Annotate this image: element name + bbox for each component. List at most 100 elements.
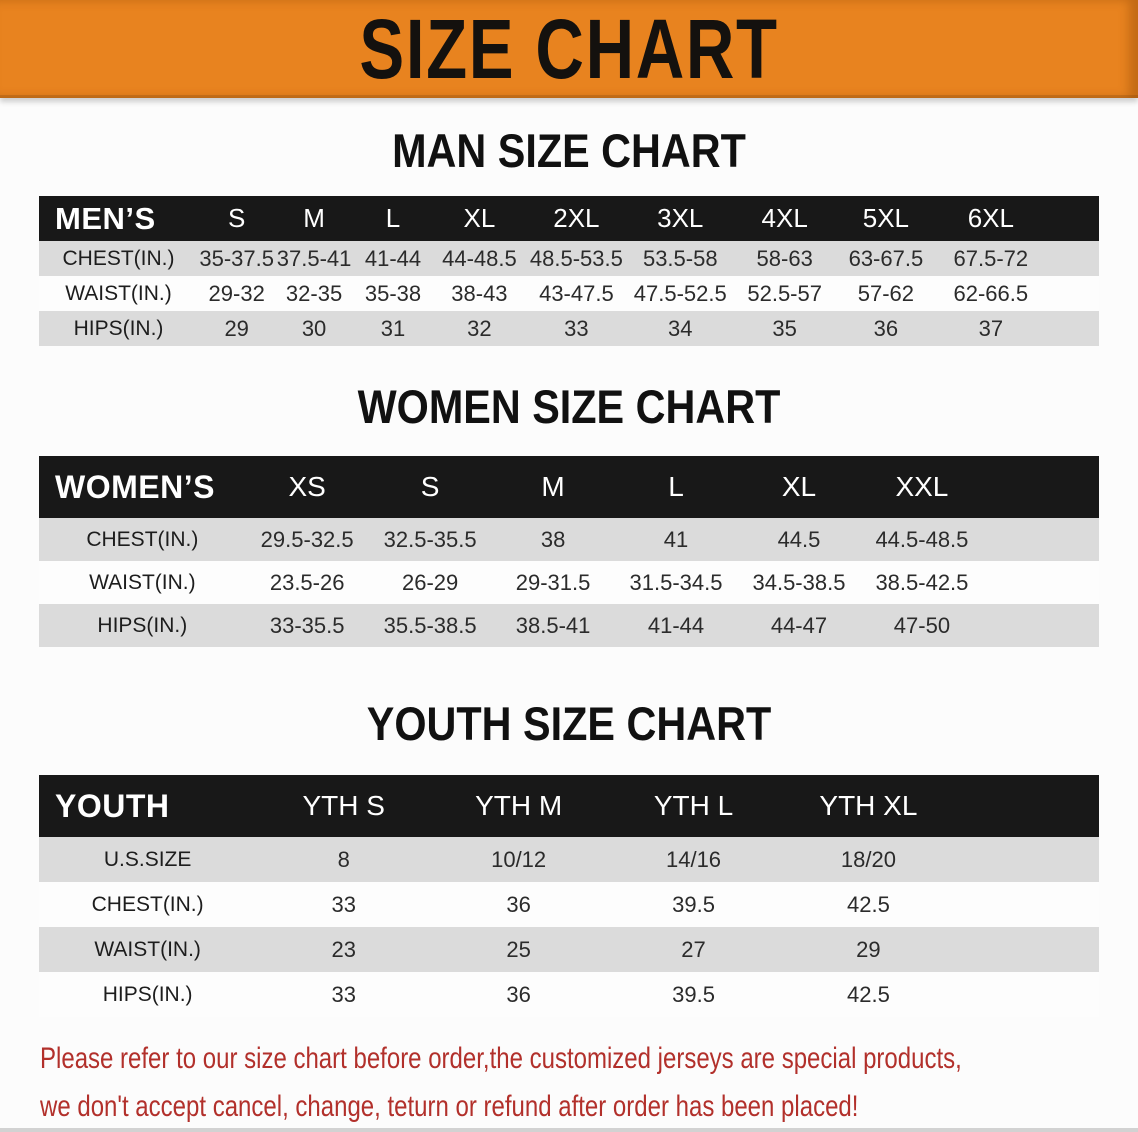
row-filler [1046, 311, 1099, 346]
men-section-heading: MAN SIZE CHART [392, 124, 746, 177]
size-value: 44.5-48.5 [875, 526, 969, 552]
size-value: 62-66.5 [953, 280, 1029, 306]
size-value: 33 [331, 981, 356, 1007]
size-value: 47-50 [893, 612, 951, 638]
size-value: 35-37.5 [199, 245, 274, 271]
size-value: 43-47.5 [539, 280, 614, 306]
size-value: 57-62 [857, 280, 915, 306]
table-row: CHEST(IN.) 29.5-32.5 32.5-35.5 38 41 44.5 44.5… [39, 518, 1099, 562]
youth-size-table: YOUTH YTH S YTH M YTH L YTH XL U.S.SIZE 8 10/12… [39, 775, 1099, 1018]
size-value: 42.5 [847, 981, 890, 1007]
header-filler [983, 456, 1099, 519]
column-header: M [275, 196, 353, 242]
size-value: 32-35 [285, 280, 343, 306]
column-header: L [614, 456, 738, 519]
table-row: HIPS(IN.) 29 30 31 32 33 34 35 36 37 [39, 311, 1099, 347]
size-value: 53.5-58 [642, 245, 718, 271]
column-header: 2XL [525, 196, 628, 242]
size-value: 23 [331, 936, 356, 962]
row-filler [956, 837, 1099, 882]
order-policy-note: Please refer to our size chart before or… [40, 1035, 1138, 1131]
size-value: 37 [978, 315, 1004, 341]
row-filler [983, 604, 1099, 647]
column-header: 4XL [733, 196, 837, 242]
column-header: YTH XL [780, 775, 956, 838]
column-header: XL [737, 456, 861, 519]
table-row: CHEST(IN.) 35-37.5 37.5-41 41-44 44-48.5 48.5… [39, 241, 1099, 277]
size-value: 36 [873, 315, 899, 341]
column-header: YTH L [606, 775, 781, 838]
row-label: HIPS(IN.) [73, 316, 164, 340]
table-row: CHEST(IN.) 33 36 39.5 42.5 [39, 882, 1099, 928]
size-value: 58-63 [756, 245, 813, 271]
size-value: 31 [380, 315, 406, 341]
women-section-heading: WOMEN SIZE CHART [357, 380, 781, 434]
row-filler [956, 972, 1099, 1017]
row-filler [1046, 276, 1099, 311]
men-size-table: MEN’S S M L XL 2XL 3XL 4XL 5XL 6XL CHEST(IN.) 35-37… [39, 196, 1099, 347]
size-value: 38.5-41 [515, 612, 591, 638]
size-value: 35.5-38.5 [383, 612, 477, 638]
row-label: WAIST(IN.) [94, 937, 201, 961]
size-value: 39.5 [672, 981, 715, 1007]
header-filler [955, 775, 1099, 838]
row-filler [983, 561, 1099, 604]
size-value: 32.5-35.5 [383, 526, 477, 552]
women-size-section: WOMEN SIZE CHART WOMEN’S XS S M L XL XXL CHEST(… [0, 380, 1138, 648]
size-value: 37.5-41 [276, 245, 352, 271]
row-filler [956, 927, 1099, 972]
size-value: 39.5 [672, 891, 715, 917]
size-table-header-row: WOMEN’S XS S M L XL XXL [39, 456, 1099, 519]
size-value: 44-47 [770, 612, 828, 638]
size-table-header-row: MEN’S S M L XL 2XL 3XL 4XL 5XL 6XL [39, 196, 1099, 242]
size-value: 29 [224, 315, 249, 341]
column-header: 5XL [836, 196, 936, 242]
column-header: 3XL [627, 196, 734, 242]
size-value: 8 [337, 846, 350, 872]
header-filler [1045, 196, 1099, 242]
row-label: CHEST(IN.) [86, 527, 199, 551]
size-value: 38.5-42.5 [875, 569, 969, 595]
size-value: 42.5 [847, 891, 890, 917]
column-header: XL [433, 196, 526, 242]
policy-line-2: we don't accept cancel, change, teturn o… [40, 1090, 859, 1124]
table-row: HIPS(IN.) 33-35.5 35.5-38.5 38.5-41 41-44 44-… [39, 604, 1099, 648]
table-row: U.S.SIZE 8 10/12 14/16 18/20 [39, 837, 1099, 883]
size-value: 36 [506, 981, 531, 1007]
column-header: S [198, 196, 276, 242]
size-value: 26-29 [401, 569, 459, 595]
table-row: WAIST(IN.) 23.5-26 26-29 29-31.5 31.5-34.5 34… [39, 561, 1099, 605]
size-value: 31.5-34.5 [629, 569, 723, 595]
size-value: 29-32 [208, 280, 265, 306]
group-label: MEN’S [39, 196, 198, 242]
youth-section-heading: YOUTH SIZE CHART [366, 697, 772, 751]
women-size-table: WOMEN’S XS S M L XL XXL CHEST(IN.) 29.5-32.5 32.5… [39, 456, 1099, 648]
size-value: 18/20 [840, 846, 896, 872]
row-label: CHEST(IN.) [62, 246, 175, 270]
table-row: WAIST(IN.) 23 25 27 29 [39, 927, 1099, 973]
size-value: 34.5-38.5 [752, 569, 846, 595]
policy-line-1: Please refer to our size chart before or… [40, 1042, 962, 1076]
size-value: 67.5-72 [953, 245, 1029, 271]
size-value: 35-38 [364, 280, 422, 306]
column-header: S [368, 456, 492, 519]
size-value: 34 [668, 315, 693, 341]
size-value: 44.5 [777, 526, 821, 552]
size-value: 35 [772, 315, 797, 341]
column-header: L [352, 196, 434, 242]
size-value: 52.5-57 [747, 280, 822, 306]
size-value: 44-48.5 [442, 245, 517, 271]
size-value: 14/16 [665, 846, 722, 872]
row-label: WAIST(IN.) [65, 281, 172, 305]
column-header: XXL [860, 456, 984, 519]
column-header: YTH M [431, 775, 607, 838]
column-header: 6XL [935, 196, 1046, 242]
size-value: 38-43 [451, 280, 508, 306]
size-value: 27 [681, 936, 706, 962]
row-label: U.S.SIZE [103, 847, 192, 871]
size-value: 41-44 [364, 245, 422, 271]
banner-title: SIZE CHART [359, 2, 779, 96]
size-table-header-row: YOUTH YTH S YTH M YTH L YTH XL [39, 775, 1099, 838]
column-header: XS [245, 456, 369, 519]
youth-size-section: YOUTH SIZE CHART YOUTH YTH S YTH M YTH L YTH… [0, 697, 1138, 1018]
